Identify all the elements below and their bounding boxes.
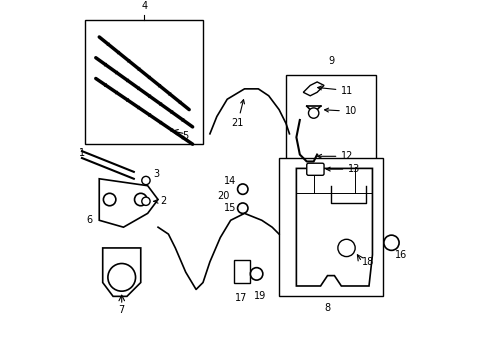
Text: 16: 16: [394, 250, 407, 260]
Text: 18: 18: [361, 257, 374, 267]
Text: 3: 3: [153, 168, 159, 179]
Text: 10: 10: [324, 106, 356, 116]
Text: 20: 20: [217, 191, 229, 201]
Text: 7: 7: [119, 305, 124, 315]
Circle shape: [383, 235, 398, 250]
Polygon shape: [102, 248, 141, 296]
Text: 14: 14: [223, 176, 235, 185]
Text: 6: 6: [86, 215, 92, 225]
Text: 2: 2: [154, 196, 166, 206]
Circle shape: [142, 197, 150, 206]
Text: 21: 21: [231, 100, 244, 129]
Text: 15: 15: [223, 203, 235, 213]
Polygon shape: [99, 179, 158, 227]
Text: 1: 1: [79, 148, 85, 158]
Circle shape: [108, 264, 135, 291]
Text: 19: 19: [253, 291, 265, 301]
Text: 13: 13: [325, 164, 360, 174]
Circle shape: [308, 108, 318, 118]
Polygon shape: [296, 168, 372, 286]
Text: 17: 17: [234, 293, 247, 303]
Text: 12: 12: [317, 151, 353, 161]
Bar: [285, 75, 375, 179]
Polygon shape: [303, 82, 324, 96]
Text: 8: 8: [324, 303, 330, 313]
FancyBboxPatch shape: [306, 163, 324, 175]
Circle shape: [103, 193, 116, 206]
Text: 4: 4: [141, 1, 147, 11]
Text: 11: 11: [317, 86, 353, 96]
Circle shape: [237, 203, 247, 213]
Text: 5: 5: [182, 131, 188, 140]
Circle shape: [250, 267, 262, 280]
Text: 9: 9: [327, 57, 333, 66]
Circle shape: [142, 176, 150, 185]
Bar: [279, 158, 382, 296]
Circle shape: [237, 184, 247, 194]
Bar: [234, 260, 249, 283]
Circle shape: [134, 193, 147, 206]
Bar: [85, 20, 203, 144]
Circle shape: [337, 239, 354, 257]
